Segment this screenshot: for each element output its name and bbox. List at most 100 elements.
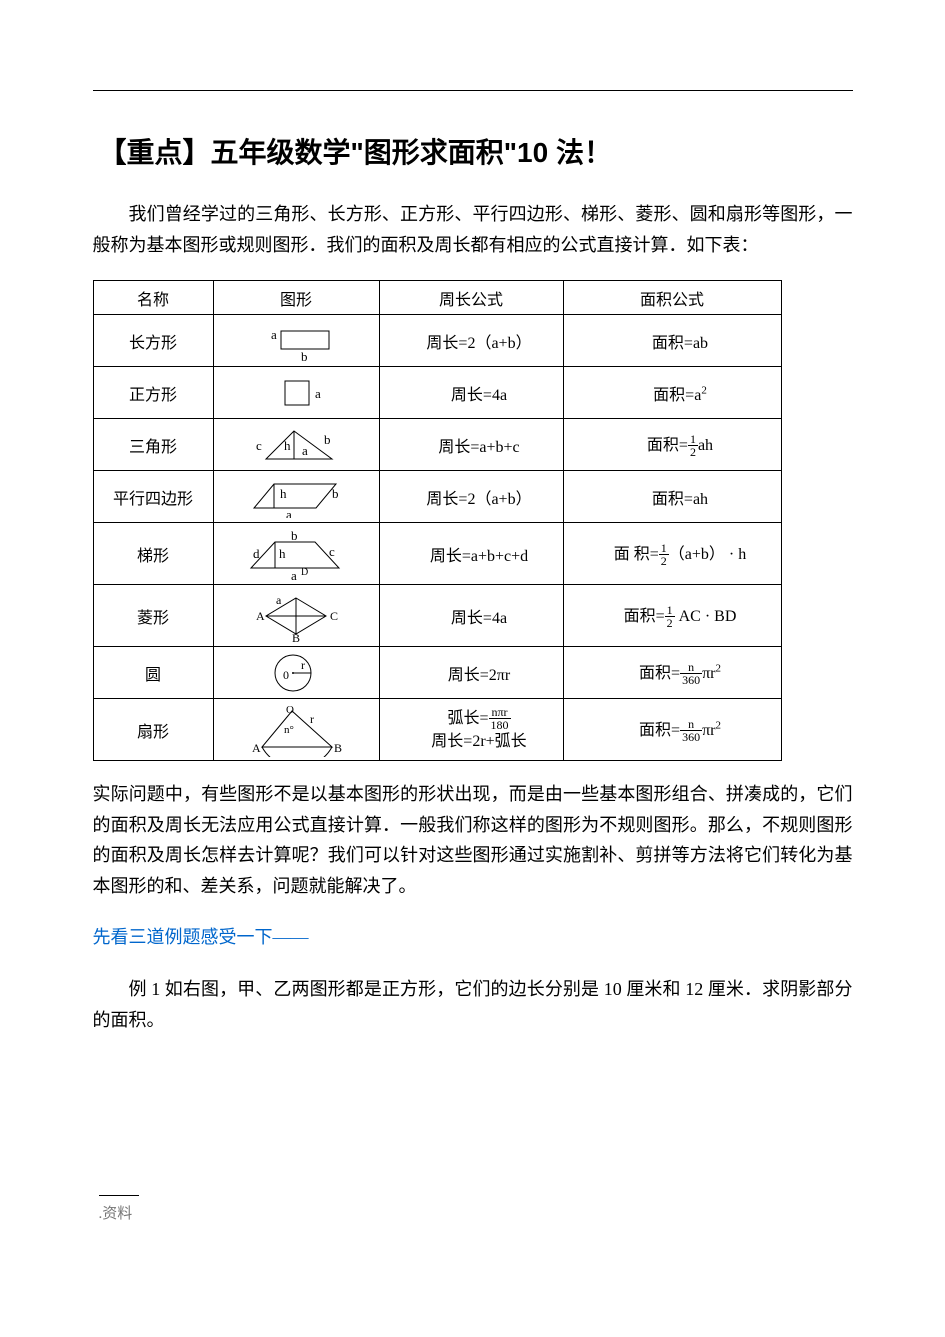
row-perimeter: 周长=2（a+b）: [379, 471, 563, 523]
svg-text:A: A: [256, 609, 265, 623]
svg-text:c: c: [329, 544, 335, 559]
row-perimeter: 周长=a+b+c+d: [379, 523, 563, 585]
shape-trapezoid-icon: b d h c a D: [213, 523, 379, 585]
shape-rectangle-icon: a b: [213, 315, 379, 367]
shape-circle-icon: 0 r: [213, 647, 379, 699]
row-area: 面 积=12（a+b） · h: [563, 523, 781, 585]
table-row: 平行四边形 h b a 周长=2（a+b） 面积=ah: [93, 471, 781, 523]
table-row: 扇形 O r n° A B 弧长=nπr180 周长=2r+弧长 面积=n360…: [93, 699, 781, 761]
svg-text:B: B: [334, 741, 342, 755]
row-name: 圆: [93, 647, 213, 699]
svg-text:O: O: [286, 704, 294, 716]
perim-line2: 周长=2r+弧长: [431, 733, 526, 750]
area-mid: πr: [702, 665, 715, 682]
svg-text:C: C: [330, 609, 338, 623]
area-suffix: （a+b） · h: [669, 546, 746, 563]
shape-sector-icon: O r n° A B: [213, 699, 379, 761]
row-perimeter: 弧长=nπr180 周长=2r+弧长: [379, 699, 563, 761]
intro-paragraph: 我们曾经学过的三角形、长方形、正方形、平行四边形、梯形、菱形、圆和扇形等图形，一…: [93, 199, 853, 260]
svg-text:b: b: [324, 432, 331, 447]
row-area: 面积=a2: [563, 367, 781, 419]
row-perimeter: 周长=2πr: [379, 647, 563, 699]
body-paragraph: 实际问题中，有些图形不是以基本图形的形状出现，而是由一些基本图形组合、拼凑成的，…: [93, 779, 853, 901]
fraction-icon: 12: [688, 433, 698, 458]
row-name: 菱形: [93, 585, 213, 647]
shape-parallelogram-icon: h b a: [213, 471, 379, 523]
th-name: 名称: [93, 281, 213, 315]
row-name: 梯形: [93, 523, 213, 585]
svg-text:B: B: [292, 631, 300, 642]
svg-text:a: a: [291, 568, 297, 580]
area-sup: 2: [701, 384, 707, 396]
area-text: 面积=: [647, 437, 688, 454]
th-shape: 图形: [213, 281, 379, 315]
svg-text:a: a: [271, 327, 277, 342]
row-name: 平行四边形: [93, 471, 213, 523]
area-sup: 2: [715, 662, 721, 674]
perim-text: 弧长=: [447, 710, 488, 727]
shape-square-icon: a: [213, 367, 379, 419]
table-row: 长方形 a b 周长=2（a+b） 面积=ab: [93, 315, 781, 367]
svg-text:n°: n°: [284, 724, 294, 736]
area-text: 面积=: [639, 665, 680, 682]
row-name: 扇形: [93, 699, 213, 761]
row-area: 面积=n360πr2: [563, 647, 781, 699]
table-row: 三角形 c h a b 周长=a+b+c 面积=12ah: [93, 419, 781, 471]
svg-text:r: r: [310, 712, 314, 726]
row-name: 正方形: [93, 367, 213, 419]
footer-text: 资料: [102, 1206, 132, 1222]
row-name: 三角形: [93, 419, 213, 471]
svg-text:D: D: [301, 567, 308, 578]
svg-text:h: h: [280, 486, 287, 501]
shape-rhombus-icon: a A C B: [213, 585, 379, 647]
area-mid: πr: [702, 722, 715, 739]
example-1: 例 1 如右图，甲、乙两图形都是正方形，它们的边长分别是 10 厘米和 12 厘…: [93, 974, 853, 1035]
th-area: 面积公式: [563, 281, 781, 315]
svg-text:a: a: [286, 507, 292, 518]
fraction-icon: n360: [680, 718, 702, 743]
row-perimeter: 周长=4a: [379, 367, 563, 419]
table-row: 圆 0 r 周长=2πr 面积=n360πr2: [93, 647, 781, 699]
row-area: 面积=12 AC · BD: [563, 585, 781, 647]
svg-text:h: h: [279, 546, 286, 561]
table-row: 正方形 a 周长=4a 面积=a2: [93, 367, 781, 419]
fraction-icon: 12: [659, 542, 669, 567]
svg-text:b: b: [301, 349, 308, 361]
svg-text:h: h: [284, 438, 291, 453]
row-name: 长方形: [93, 315, 213, 367]
svg-text:a: a: [276, 593, 282, 607]
area-suffix: AC · BD: [675, 608, 737, 625]
svg-text:a: a: [315, 386, 321, 401]
svg-text:0: 0: [283, 668, 289, 682]
svg-text:c: c: [256, 438, 262, 453]
fraction-icon: nπr180: [489, 706, 511, 731]
area-text: 面 积=: [614, 546, 659, 563]
area-sup: 2: [715, 719, 721, 731]
footer-label: .资料: [93, 1195, 853, 1253]
row-area: 面积=n360πr2: [563, 699, 781, 761]
row-area: 面积=ah: [563, 471, 781, 523]
page-title: 【重点】五年级数学"图形求面积"10 法！: [93, 131, 853, 171]
svg-text:r: r: [301, 658, 305, 672]
examples-link[interactable]: 先看三道例题感受一下——: [93, 922, 853, 953]
top-rule: [93, 90, 853, 91]
row-area: 面积=12ah: [563, 419, 781, 471]
row-perimeter: 周长=a+b+c: [379, 419, 563, 471]
area-text: 面积=: [639, 722, 680, 739]
svg-text:b: b: [291, 528, 298, 543]
fraction-icon: 12: [665, 604, 675, 629]
row-perimeter: 周长=4a: [379, 585, 563, 647]
svg-text:b: b: [332, 486, 339, 501]
row-perimeter: 周长=2（a+b）: [379, 315, 563, 367]
area-text: 面积=a: [653, 387, 701, 404]
table-header-row: 名称 图形 周长公式 面积公式: [93, 281, 781, 315]
area-suffix: ah: [698, 437, 713, 454]
formula-table: 名称 图形 周长公式 面积公式 长方形 a b 周长=2（a+b） 面积=ab …: [93, 280, 782, 761]
svg-text:A: A: [252, 741, 261, 755]
area-text: 面积=: [624, 608, 665, 625]
shape-triangle-icon: c h a b: [213, 419, 379, 471]
svg-text:d: d: [253, 546, 260, 561]
fraction-icon: n360: [680, 661, 702, 686]
table-row: 梯形 b d h c a D 周长=a+b+c+d 面 积=12（a+b） · …: [93, 523, 781, 585]
row-area: 面积=ab: [563, 315, 781, 367]
